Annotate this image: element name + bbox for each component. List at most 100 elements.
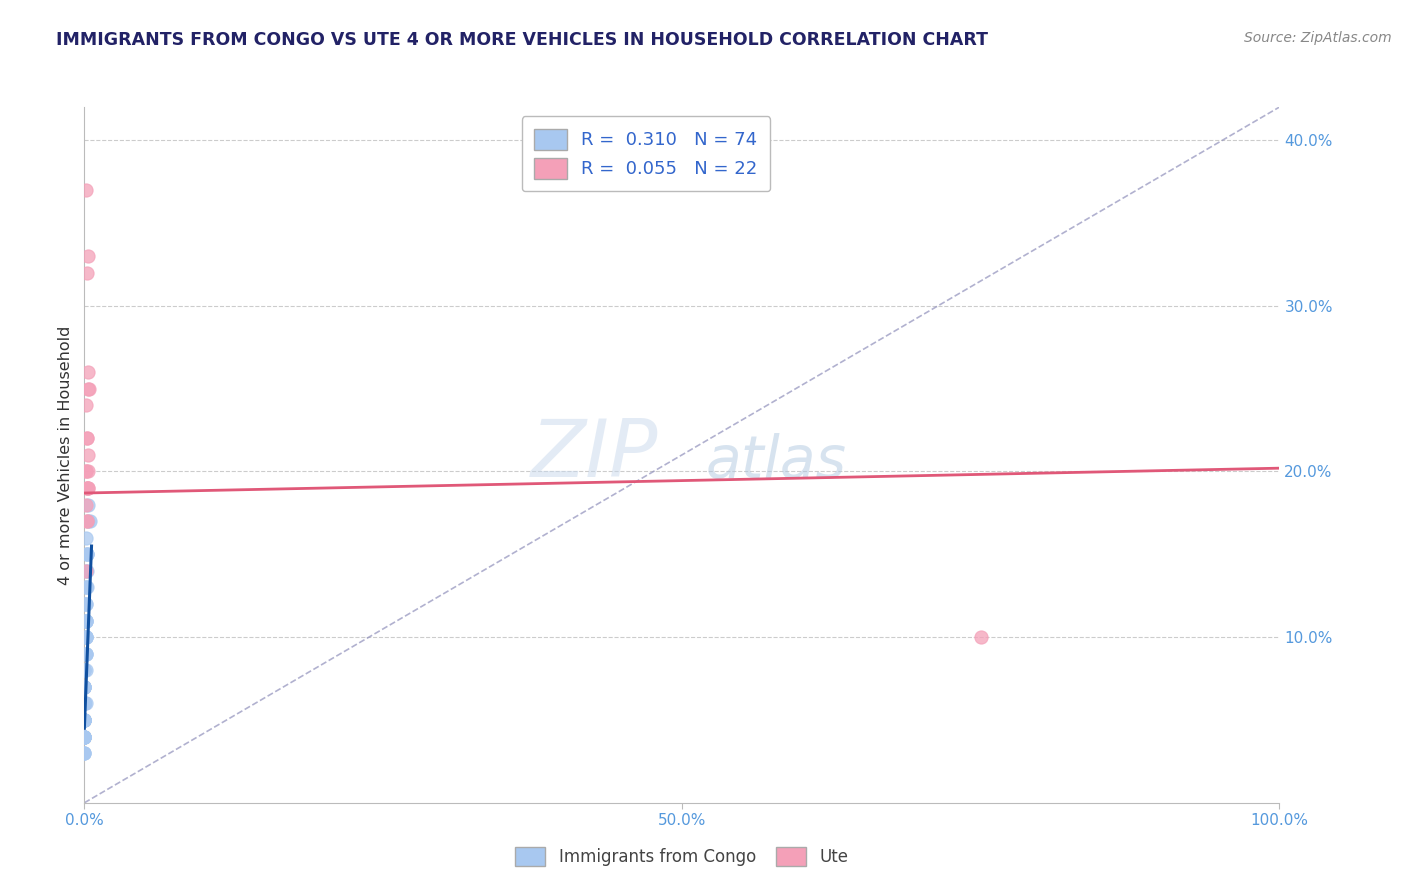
Point [73,680,96,694]
Point [75,564,97,578]
Point [73,663,96,677]
Point [73,713,96,727]
Point [76,431,98,445]
Point [73,730,96,744]
Point [75,465,97,479]
Text: atlas: atlas [706,434,846,491]
Point [73,746,96,760]
Point [73,730,96,744]
Point [76,547,98,561]
Point [76,481,98,495]
Point [75,531,97,545]
Point [73,680,96,694]
Point [970,630,993,644]
Point [75,614,97,628]
Point [75,398,97,412]
Point [73,713,96,727]
Point [76,514,98,528]
Point [75,614,97,628]
Point [77,382,100,396]
Point [76,547,98,561]
Text: ZIP: ZIP [530,416,658,494]
Point [73,713,96,727]
Point [73,746,96,760]
Point [73,730,96,744]
Point [75,564,97,578]
Point [75,581,97,595]
Point [73,713,96,727]
Point [73,697,96,711]
Point [73,730,96,744]
Point [75,498,97,512]
Point [75,581,97,595]
Point [73,697,96,711]
Point [73,697,96,711]
Point [77,481,100,495]
Point [79,514,101,528]
Point [77,448,100,462]
Point [75,647,97,661]
Point [77,365,100,379]
Point [77,249,100,263]
Point [73,713,96,727]
Text: Source: ZipAtlas.com: Source: ZipAtlas.com [1244,31,1392,45]
Point [75,614,97,628]
Point [73,713,96,727]
Point [73,730,96,744]
Point [75,697,97,711]
Point [73,663,96,677]
Point [75,597,97,611]
Point [73,697,96,711]
Point [73,730,96,744]
Point [75,647,97,661]
Point [73,597,96,611]
Point [76,564,98,578]
Point [75,663,97,677]
Point [76,581,98,595]
Point [73,713,96,727]
Point [76,547,98,561]
Point [73,697,96,711]
Point [73,713,96,727]
Point [73,697,96,711]
Point [76,481,98,495]
Point [73,680,96,694]
Point [75,183,97,197]
Point [75,630,97,644]
Point [77,481,100,495]
Point [76,266,98,280]
Point [73,730,96,744]
Point [75,614,97,628]
Point [76,431,98,445]
Point [75,630,97,644]
Point [77,514,100,528]
Point [77,382,100,396]
Point [77,498,100,512]
Point [77,465,100,479]
Point [73,730,96,744]
Point [73,713,96,727]
Point [73,713,96,727]
Point [76,514,98,528]
Point [73,713,96,727]
Point [75,630,97,644]
Point [75,647,97,661]
Text: IMMIGRANTS FROM CONGO VS UTE 4 OR MORE VEHICLES IN HOUSEHOLD CORRELATION CHART: IMMIGRANTS FROM CONGO VS UTE 4 OR MORE V… [56,31,988,49]
Point [75,597,97,611]
Point [73,730,96,744]
Point [73,680,96,694]
Point [73,730,96,744]
Point [73,680,96,694]
Point [73,697,96,711]
Point [73,663,96,677]
Point [73,697,96,711]
Point [73,730,96,744]
Point [73,746,96,760]
Point [73,697,96,711]
Point [73,713,96,727]
Point [75,630,97,644]
Point [73,680,96,694]
Legend: Immigrants from Congo, Ute: Immigrants from Congo, Ute [508,839,856,874]
Point [73,713,96,727]
Point [75,465,97,479]
